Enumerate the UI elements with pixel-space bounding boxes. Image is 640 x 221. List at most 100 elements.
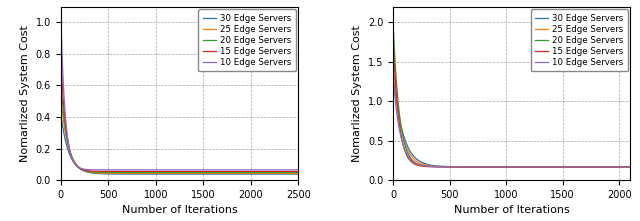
Line: 15 Edge Servers: 15 Edge Servers	[61, 57, 298, 171]
10 Edge Servers	[627, 166, 634, 168]
15 Edge Servers	[294, 170, 302, 173]
30 Edge Servers	[104, 173, 111, 175]
10 Edge Servers	[127, 169, 134, 171]
10 Edge Servers	[470, 166, 477, 168]
20 Edge Servers	[66, 149, 74, 152]
Line: 20 Edge Servers: 20 Edge Servers	[61, 82, 298, 173]
10 Edge Servers	[66, 149, 74, 152]
25 Edge Servers	[413, 160, 420, 163]
30 Edge Servers	[470, 166, 477, 168]
15 Edge Servers	[611, 166, 619, 168]
15 Edge Servers	[268, 170, 275, 173]
20 Edge Servers	[102, 171, 110, 174]
15 Edge Servers	[517, 166, 525, 168]
30 Edge Servers	[102, 173, 110, 175]
10 Edge Servers	[556, 166, 564, 168]
10 Edge Servers	[104, 169, 111, 171]
20 Edge Servers	[294, 171, 302, 174]
15 Edge Servers	[389, 35, 397, 38]
30 Edge Servers	[179, 173, 187, 175]
15 Edge Servers	[449, 166, 457, 168]
20 Edge Servers	[389, 21, 397, 24]
20 Edge Servers	[625, 166, 632, 168]
Legend: 30 Edge Servers, 25 Edge Servers, 20 Edge Servers, 15 Edge Servers, 10 Edge Serv: 30 Edge Servers, 25 Edge Servers, 20 Edg…	[531, 9, 628, 71]
20 Edge Servers	[452, 166, 460, 168]
25 Edge Servers	[66, 150, 74, 153]
X-axis label: Number of Iterations: Number of Iterations	[122, 205, 237, 215]
20 Edge Servers	[449, 166, 457, 168]
10 Edge Servers	[79, 168, 87, 170]
10 Edge Servers	[294, 169, 302, 171]
25 Edge Servers	[556, 166, 564, 168]
Line: 15 Edge Servers: 15 Edge Servers	[393, 37, 630, 167]
20 Edge Servers	[127, 171, 134, 174]
10 Edge Servers	[389, 75, 397, 77]
15 Edge Servers	[79, 168, 87, 171]
20 Edge Servers	[57, 81, 65, 84]
15 Edge Servers	[127, 170, 134, 173]
15 Edge Servers	[102, 170, 110, 173]
25 Edge Servers	[294, 172, 302, 175]
15 Edge Servers	[413, 164, 420, 166]
15 Edge Servers	[179, 170, 187, 173]
25 Edge Servers	[389, 62, 397, 65]
20 Edge Servers	[627, 166, 634, 168]
20 Edge Servers	[470, 166, 477, 168]
Y-axis label: Nomarlized System Cost: Nomarlized System Cost	[20, 25, 30, 162]
25 Edge Servers	[517, 166, 525, 168]
10 Edge Servers	[452, 166, 460, 168]
25 Edge Servers	[104, 172, 111, 175]
Legend: 30 Edge Servers, 25 Edge Servers, 20 Edge Servers, 15 Edge Servers, 10 Edge Serv: 30 Edge Servers, 25 Edge Servers, 20 Edg…	[198, 9, 296, 71]
25 Edge Servers	[470, 166, 477, 168]
10 Edge Servers	[57, 13, 65, 16]
25 Edge Servers	[102, 172, 110, 175]
10 Edge Servers	[102, 169, 110, 171]
Line: 20 Edge Servers: 20 Edge Servers	[393, 22, 630, 167]
15 Edge Servers	[556, 166, 564, 168]
25 Edge Servers	[127, 172, 134, 175]
30 Edge Servers	[57, 112, 65, 115]
30 Edge Servers	[294, 173, 302, 175]
Y-axis label: Nomarlized System Cost: Nomarlized System Cost	[353, 25, 362, 162]
25 Edge Servers	[57, 97, 65, 99]
30 Edge Servers	[627, 166, 634, 168]
Line: 25 Edge Servers: 25 Edge Servers	[393, 63, 630, 167]
15 Edge Servers	[470, 166, 477, 168]
30 Edge Servers	[66, 153, 74, 156]
30 Edge Servers	[452, 166, 460, 168]
Line: 30 Edge Servers: 30 Edge Servers	[393, 71, 630, 167]
Line: 25 Edge Servers: 25 Edge Servers	[61, 98, 298, 173]
X-axis label: Number of Iterations: Number of Iterations	[454, 205, 570, 215]
30 Edge Servers	[79, 169, 87, 172]
20 Edge Servers	[79, 169, 87, 171]
10 Edge Servers	[449, 166, 457, 168]
30 Edge Servers	[389, 70, 397, 73]
25 Edge Servers	[452, 166, 460, 168]
20 Edge Servers	[556, 166, 564, 168]
30 Edge Servers	[556, 166, 564, 168]
25 Edge Servers	[449, 166, 457, 168]
15 Edge Servers	[627, 166, 634, 168]
10 Edge Servers	[227, 169, 235, 171]
15 Edge Servers	[66, 149, 74, 152]
25 Edge Servers	[627, 166, 634, 168]
15 Edge Servers	[452, 166, 460, 168]
25 Edge Servers	[79, 169, 87, 171]
20 Edge Servers	[179, 171, 187, 174]
10 Edge Servers	[517, 166, 525, 168]
Line: 10 Edge Servers: 10 Edge Servers	[393, 76, 630, 167]
15 Edge Servers	[57, 56, 65, 58]
20 Edge Servers	[413, 162, 420, 165]
25 Edge Servers	[179, 172, 187, 175]
30 Edge Servers	[127, 173, 134, 175]
30 Edge Servers	[517, 166, 525, 168]
20 Edge Servers	[294, 171, 301, 174]
Line: 10 Edge Servers: 10 Edge Servers	[61, 15, 298, 170]
15 Edge Servers	[104, 170, 111, 173]
30 Edge Servers	[449, 165, 457, 168]
Line: 30 Edge Servers: 30 Edge Servers	[61, 114, 298, 174]
10 Edge Servers	[413, 162, 420, 165]
10 Edge Servers	[179, 169, 187, 171]
20 Edge Servers	[104, 171, 111, 174]
20 Edge Servers	[517, 166, 525, 168]
